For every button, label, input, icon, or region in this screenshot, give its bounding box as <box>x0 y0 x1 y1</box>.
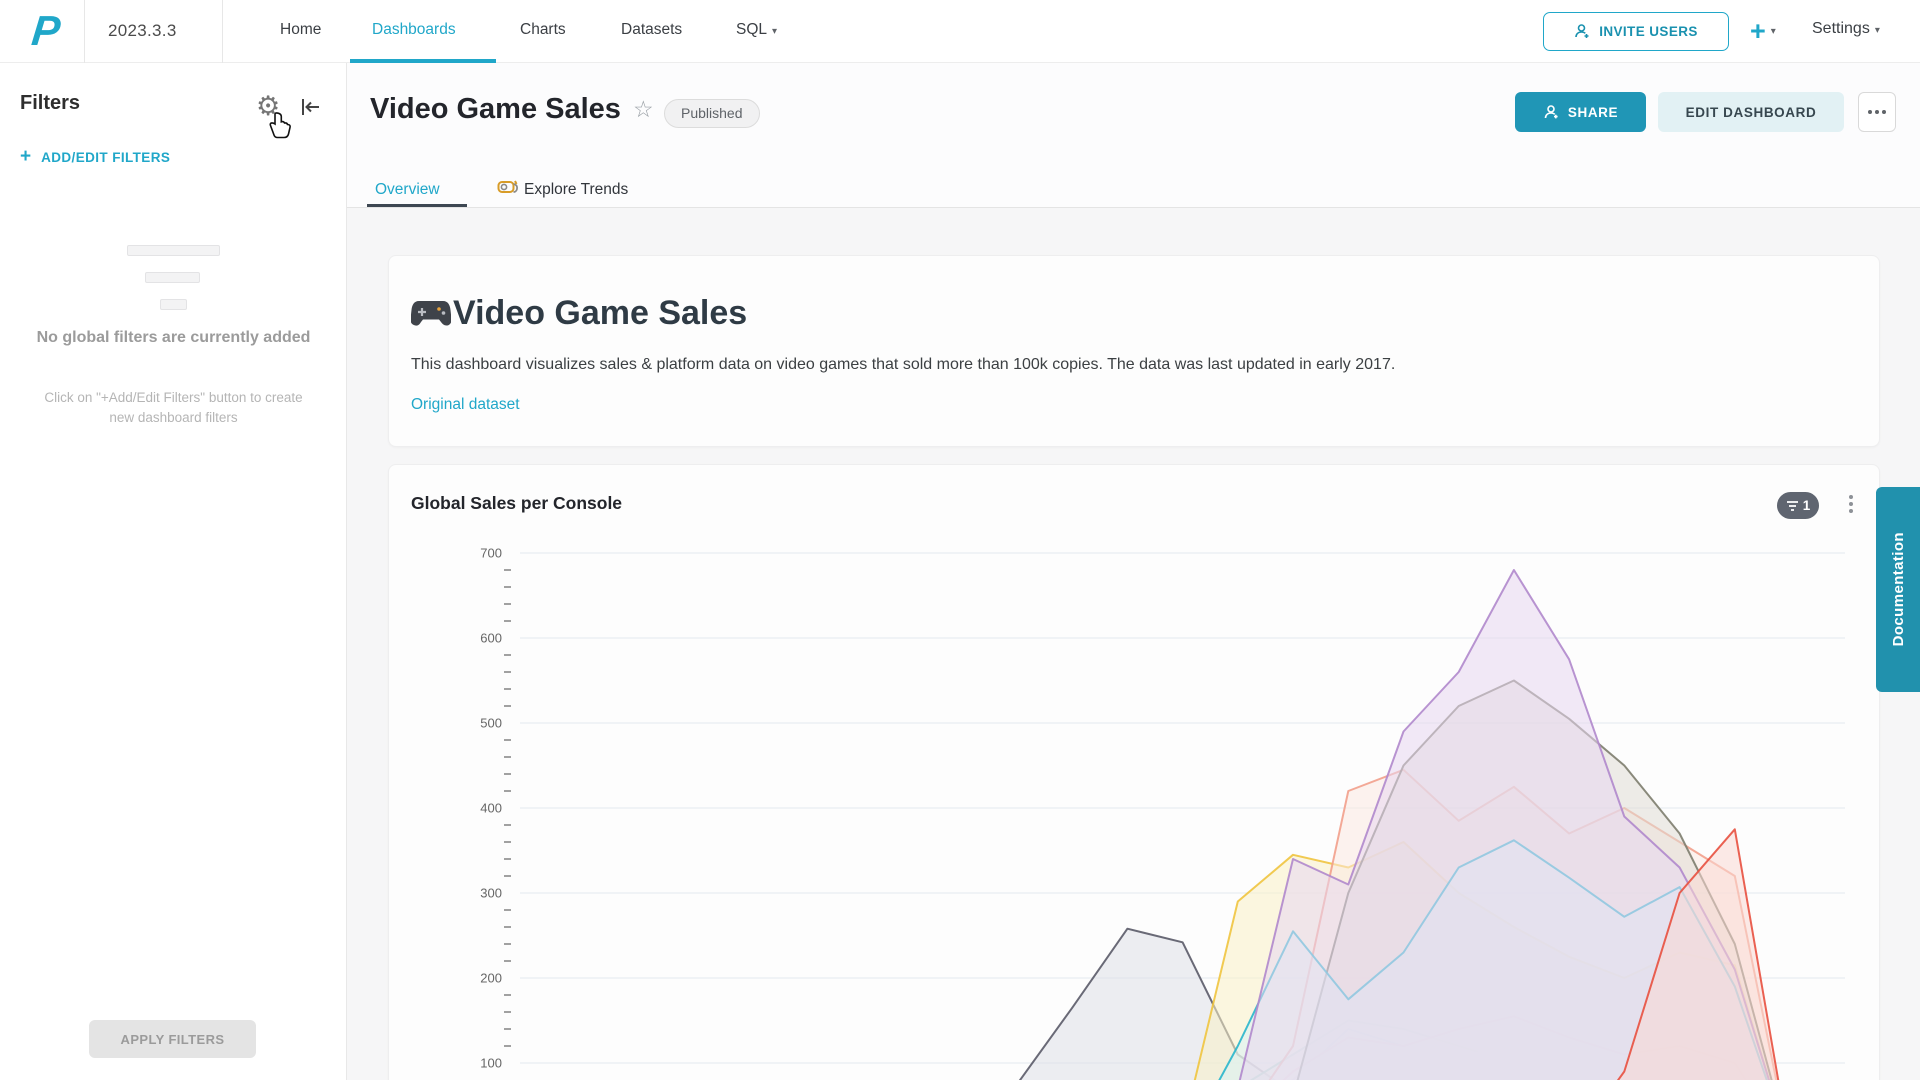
svg-text:500: 500 <box>480 716 502 731</box>
chevron-down-icon: ▾ <box>1874 25 1880 36</box>
add-new-menu[interactable]: + ▾ <box>1750 13 1776 49</box>
documentation-tab[interactable]: Documentation <box>1876 487 1920 692</box>
svg-text:600: 600 <box>480 631 502 646</box>
person-share-icon <box>1544 104 1558 118</box>
no-filters-hint: Click on "+Add/Edit Filters" button to c… <box>44 390 303 426</box>
active-tab-indicator <box>367 204 467 207</box>
tab-overview[interactable]: Overview <box>375 181 440 198</box>
svg-text:200: 200 <box>480 971 502 986</box>
person-plus-icon <box>1575 24 1589 38</box>
plus-icon: + <box>1750 16 1766 46</box>
gamepad-icon <box>410 300 452 333</box>
filter-skeleton-bar <box>145 272 200 283</box>
svg-text:300: 300 <box>480 886 502 901</box>
tab-explore-trends[interactable]: Explore Trends <box>524 181 629 198</box>
filters-panel-title: Filters <box>20 92 81 114</box>
nav-item-charts[interactable]: Charts <box>520 21 566 38</box>
collapse-panel-icon[interactable] <box>299 96 323 123</box>
filter-skeleton-bar <box>127 245 220 256</box>
svg-text:700: 700 <box>480 546 502 561</box>
chart-kebab-menu[interactable] <box>1843 493 1859 515</box>
gear-icon[interactable]: ⚙ <box>256 91 281 121</box>
favorite-star-icon[interactable]: ☆ <box>633 96 654 122</box>
nav-divider <box>84 0 85 63</box>
filters-sidebar: Filters ⚙ + ADD/EDIT FILTERS No global f… <box>0 63 347 1080</box>
applied-filter-count-badge[interactable]: 1 <box>1777 492 1819 519</box>
dashboard-header: Video Game Sales ☆ Published SHARE EDIT … <box>347 63 1920 208</box>
version-label: 2023.3.3 <box>108 21 177 40</box>
nav-divider <box>222 0 223 63</box>
status-badge[interactable]: Published <box>664 99 760 128</box>
plus-icon: + <box>20 146 32 167</box>
add-edit-filters-button[interactable]: + ADD/EDIT FILTERS <box>20 146 171 167</box>
edit-dashboard-button[interactable]: EDIT DASHBOARD <box>1658 92 1844 132</box>
page-title: Video Game Sales <box>370 93 621 125</box>
markdown-header-card: Video Game Sales This dashboard visualiz… <box>388 255 1880 447</box>
chart-title: Global Sales per Console <box>411 493 623 513</box>
svg-text:400: 400 <box>480 801 502 816</box>
no-filters-message: No global filters are currently added <box>36 329 311 346</box>
funnel-icon <box>1786 500 1798 511</box>
invite-users-button[interactable]: INVITE USERS <box>1543 12 1729 51</box>
nav-item-sql[interactable]: SQL ▾ <box>736 21 778 38</box>
nav-item-datasets[interactable]: Datasets <box>621 21 683 38</box>
active-nav-underline <box>350 59 496 63</box>
more-options-button[interactable] <box>1858 92 1896 132</box>
card-description: This dashboard visualizes sales & platfo… <box>411 356 1396 373</box>
diving-mask-icon <box>497 178 519 203</box>
card-heading: Video Game Sales <box>453 294 748 332</box>
chevron-down-icon: ▾ <box>1770 25 1776 37</box>
apply-filters-button[interactable]: APPLY FILTERS <box>89 1020 256 1058</box>
sales-area-chart[interactable]: 100 200 300 400 500 600 700 <box>440 540 1860 1080</box>
area-series-PS2 <box>1238 569 1771 1080</box>
svg-text:100: 100 <box>480 1056 502 1071</box>
area-series-PS4 <box>1616 828 1780 1080</box>
nav-item-home[interactable]: Home <box>280 21 322 38</box>
original-dataset-link[interactable]: Original dataset <box>411 396 520 413</box>
chevron-down-icon: ▾ <box>772 26 778 37</box>
preset-logo-icon[interactable]: P <box>29 7 63 54</box>
filter-skeleton-bar <box>160 299 187 310</box>
top-navbar: P 2023.3.3 Home Dashboards Charts Datase… <box>0 0 1920 63</box>
nav-item-dashboards[interactable]: Dashboards <box>372 21 456 38</box>
share-button[interactable]: SHARE <box>1515 92 1646 132</box>
settings-menu[interactable]: Settings ▾ <box>1812 20 1880 37</box>
